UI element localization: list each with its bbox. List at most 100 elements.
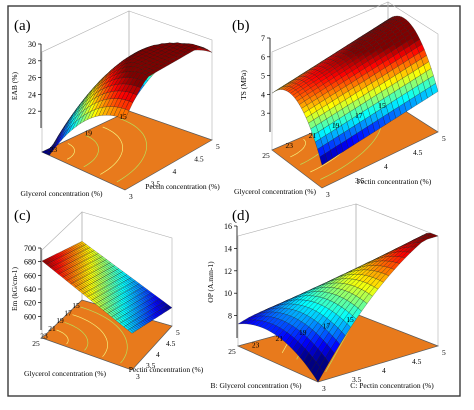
panel-b: (b) 3 4 5 6 7 TS (MPa) 15 17 19 21 23 25 3 3.5 4 4.5 5 Gl… (232, 1, 446, 199)
x-tick-label: 25 (228, 347, 236, 356)
y-tick-label: 4.5 (166, 339, 176, 348)
x-tick-label: 23 (40, 331, 48, 340)
panel-label: (b) (232, 18, 250, 34)
z-axis-label: OP (A.mm-1) (206, 261, 215, 303)
z-tick-label: 30 (28, 40, 36, 49)
y-tick-label: 3.5 (146, 361, 156, 370)
y-tick-label: 3 (136, 372, 140, 381)
floor-contour-line (290, 139, 306, 158)
y-tick-label: 4.5 (413, 148, 423, 157)
x-tick-label: 21 (309, 131, 317, 140)
y-tick-label: 5 (216, 142, 220, 151)
panel-label: (d) (232, 208, 250, 224)
x-tick-label: 23 (252, 341, 260, 350)
z-tick-label: 10 (224, 289, 232, 298)
y-tick-label: 4 (173, 167, 177, 176)
z-tick-label: 28 (28, 57, 36, 66)
x-tick-label: 19 (299, 328, 307, 337)
x-tick-label: 21 (48, 324, 56, 333)
y-tick-label: 5 (442, 134, 446, 143)
z-tick-label: 3 (261, 109, 265, 118)
panel-c: (c) 600 620 640 660 680 700 Em (kG/cm-1) 151719… (10, 208, 204, 381)
z-tick-label: 4 (261, 90, 265, 99)
y-tick-label: 3.5 (151, 180, 161, 189)
y-tick-label: 4.5 (412, 357, 422, 366)
z-axis-label: TS (MPa) (239, 70, 248, 100)
z-tick-label: 14 (224, 244, 232, 253)
z-tick-label: 5 (261, 72, 265, 81)
y-tick-label: 3 (326, 190, 330, 199)
z-tick-label: 8 (228, 312, 232, 321)
z-tick-label: 680 (24, 258, 36, 267)
floor-contour-line (56, 329, 69, 345)
y-tick-label: 4 (156, 350, 160, 359)
z-tick-label: 660 (24, 271, 36, 280)
floor-contour-line (116, 118, 148, 183)
surface-cell (41, 149, 50, 154)
y-tick-label: 3 (129, 192, 133, 201)
z-tick-label: 26 (28, 74, 36, 83)
panel-label: (a) (14, 18, 31, 34)
surface-cell (271, 88, 280, 94)
y-axis-label: Pectin concentration (%) (145, 182, 220, 191)
y-axis-label: Pectin concentration (%) (129, 365, 204, 374)
floor-contour-line (100, 126, 123, 175)
panel-d: (d) 8 10 12 14 16 OP (A.mm-1) 15 17 19 21 23 25 3 3.5… (206, 203, 446, 393)
y-tick-label: 3 (322, 384, 326, 393)
x-tick-label: 19 (332, 121, 340, 130)
z-tick-label: 22 (28, 107, 36, 116)
x-axis-label: Glycerol concentration (%) (24, 369, 107, 378)
floor-contour-line (66, 143, 75, 160)
z-axis-label: EAB (%) (10, 71, 19, 100)
z-tick-label: 600 (24, 312, 36, 321)
x-tick-label: 17 (355, 111, 363, 120)
x-tick-label: 21 (275, 334, 283, 343)
x-tick-label: 17 (323, 321, 331, 330)
figure-border (7, 5, 461, 397)
z-tick-label: 700 (24, 244, 36, 253)
z-tick-label: 6 (261, 53, 265, 62)
z-tick-label: 16 (224, 222, 232, 231)
y-tick-label: 4.5 (194, 155, 204, 164)
panel-label: (c) (14, 208, 31, 224)
x-tick-label: 25 (32, 339, 40, 348)
response-surface (41, 241, 173, 334)
z-tick-label: 620 (24, 299, 36, 308)
panel-a: (a) 22 24 26 28 30 EAB (%) 15 19 23 3 3.5 4 4.5 5 Glyc… (10, 10, 220, 201)
x-tick-label: 23 (285, 141, 293, 150)
x-axis-label: Glycerol concentration (%) (234, 187, 317, 196)
response-surface (237, 232, 439, 383)
x-tick-label: 17 (64, 309, 72, 318)
response-surface (41, 42, 213, 156)
x-tick-label: 15 (346, 315, 354, 324)
x-tick-label: 19 (56, 316, 64, 325)
x-axis-label: B: Glycerol concentration (%) (210, 381, 302, 390)
y-tick-label: 5 (442, 348, 446, 357)
floor-contour-line (64, 322, 89, 351)
contour-floor (41, 110, 213, 191)
y-tick-label: 5 (176, 328, 180, 337)
x-tick-label: 19 (84, 128, 92, 137)
surface-cell (41, 259, 49, 265)
floor-contour-line (72, 314, 108, 357)
y-tick-label: 3.5 (355, 176, 365, 185)
z-axis-label: Em (kG/cm-1) (10, 267, 19, 311)
z-tick-label: 24 (28, 90, 36, 99)
z-tick-label: 7 (261, 34, 265, 43)
x-tick-label: 15 (378, 101, 386, 110)
x-axis-label: Glycerol concentration (%) (20, 189, 103, 198)
floor-contour-line (83, 134, 99, 168)
x-tick-label: 25 (262, 151, 270, 160)
y-tick-label: 4 (384, 162, 388, 171)
response-surface (271, 15, 439, 166)
surface-cell (237, 320, 248, 325)
z-tick-label: 640 (24, 285, 36, 294)
x-tick-label: 23 (50, 145, 58, 154)
z-tick-label: 12 (224, 267, 232, 276)
floor-contour-line (80, 306, 128, 364)
x-tick-label: 15 (119, 112, 127, 121)
y-axis-label: C: Pectin concentration (%) (350, 381, 434, 390)
y-axis-label: Pectin concentration (%) (357, 177, 432, 186)
x-tick-label: 15 (72, 301, 80, 310)
